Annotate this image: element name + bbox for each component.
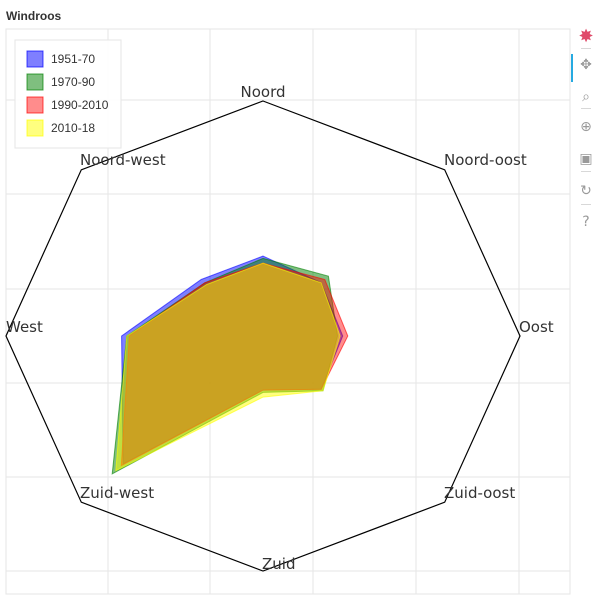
series-area-2010-18[interactable] bbox=[115, 262, 341, 472]
direction-label-zuid-oost: Zuid-oost bbox=[444, 484, 515, 502]
legend: 1951-70 1970-90 1990-2010 2010-18 bbox=[14, 39, 122, 149]
legend-swatch bbox=[26, 119, 44, 137]
legend-label: 1970-90 bbox=[51, 75, 95, 89]
radar-chart[interactable]: Noord Noord-oost Oost Zuid-oost Zuid Zuid-wes… bbox=[0, 0, 571, 600]
radar-outline bbox=[5, 100, 521, 572]
legend-label: 1990-2010 bbox=[51, 98, 109, 112]
direction-label-noord: Noord bbox=[241, 83, 286, 101]
help-tool-icon[interactable]: ? bbox=[582, 214, 590, 230]
plot-frame bbox=[5, 28, 571, 595]
legend-label: 1951-70 bbox=[51, 52, 95, 66]
legend-swatch bbox=[26, 73, 44, 91]
wheel-zoom-tool-icon[interactable]: ⊕ bbox=[580, 119, 592, 135]
direction-label-oost: Oost bbox=[519, 318, 554, 336]
toolbar-separator bbox=[581, 108, 591, 109]
direction-label-west: West bbox=[6, 318, 43, 336]
toolbar-separator bbox=[581, 48, 591, 49]
active-tool-indicator bbox=[571, 54, 573, 82]
legend-swatch bbox=[26, 50, 44, 68]
toolbar: ✸ ✥ ⌕ ⊕ ▣ ↻? bbox=[571, 24, 600, 264]
direction-label-zuid: Zuid bbox=[262, 555, 295, 573]
toolbar-separator bbox=[581, 171, 591, 172]
bokeh-logo-icon[interactable]: ✸ bbox=[578, 26, 594, 47]
legend-swatch bbox=[26, 96, 44, 114]
chart-title: Windroos bbox=[6, 9, 62, 23]
direction-label-noord-west: Noord-west bbox=[80, 151, 166, 169]
save-tool-icon[interactable]: ▣ bbox=[579, 151, 593, 167]
toolbar-separator bbox=[581, 204, 591, 205]
pan-tool-icon[interactable]: ✥ bbox=[580, 57, 592, 73]
direction-label-zuid-west: Zuid-west bbox=[80, 484, 154, 502]
legend-label: 2010-18 bbox=[51, 121, 95, 135]
box-zoom-tool-icon[interactable]: ⌕ bbox=[582, 89, 590, 105]
direction-label-noord-oost: Noord-oost bbox=[444, 151, 527, 169]
reset-tool-icon[interactable]: ↻ bbox=[580, 183, 592, 199]
